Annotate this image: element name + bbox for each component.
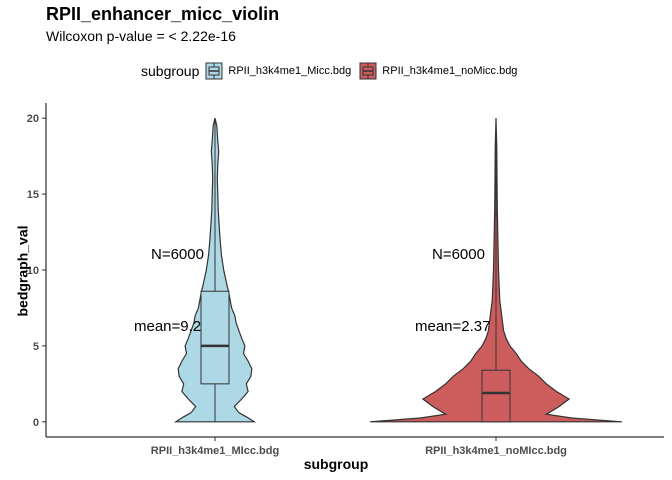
box-1 [481, 369, 511, 423]
y-tick-label-10: 10 [27, 265, 39, 277]
n-label-1: N=6000 [432, 246, 485, 263]
y-tick-label-5: 5 [33, 341, 39, 353]
mean-label-1: mean=2.37 [415, 318, 490, 335]
legend-title: subgroup [141, 63, 200, 79]
x-tick-label-0: RPII_h3k4me1_MIcc.bdg [151, 445, 279, 457]
y-tick-label-15: 15 [27, 189, 39, 201]
legend-label-micc: RPII_h3k4me1_Micc.bdg [228, 65, 352, 77]
legend-key-nomicc [359, 62, 377, 80]
legend-label-nomicc: RPII_h3k4me1_noMicc.bdg [382, 65, 518, 77]
legend-item-nomicc: RPII_h3k4me1_noMicc.bdg [359, 62, 517, 80]
chart-title: RPII_enhancer_micc_violin [46, 4, 280, 24]
y-axis-title-wrap: bedgraph_val [15, 225, 31, 316]
y-tick-label-0: 0 [33, 417, 39, 429]
chart-subtitle: Wilcoxon p-value = < 2.22e-16 [46, 28, 236, 44]
mean-label-0: mean=9.2 [134, 318, 201, 335]
x-axis-title: subgroup [303, 456, 369, 472]
y-axis-title: bedgraph_val [15, 225, 31, 316]
x-tick-label-1: RPII_h3k4me1_noMIcc.bdg [425, 445, 567, 457]
legend-item-micc: RPII_h3k4me1_Micc.bdg [205, 62, 351, 80]
y-tick-label-20: 20 [27, 113, 39, 125]
box-0 [200, 290, 230, 385]
legend-key-micc [205, 62, 223, 80]
n-label-0: N=6000 [151, 246, 204, 263]
legend: subgroup RPII_h3k4me1_Micc.bdg RPII_h3k4… [141, 60, 525, 82]
